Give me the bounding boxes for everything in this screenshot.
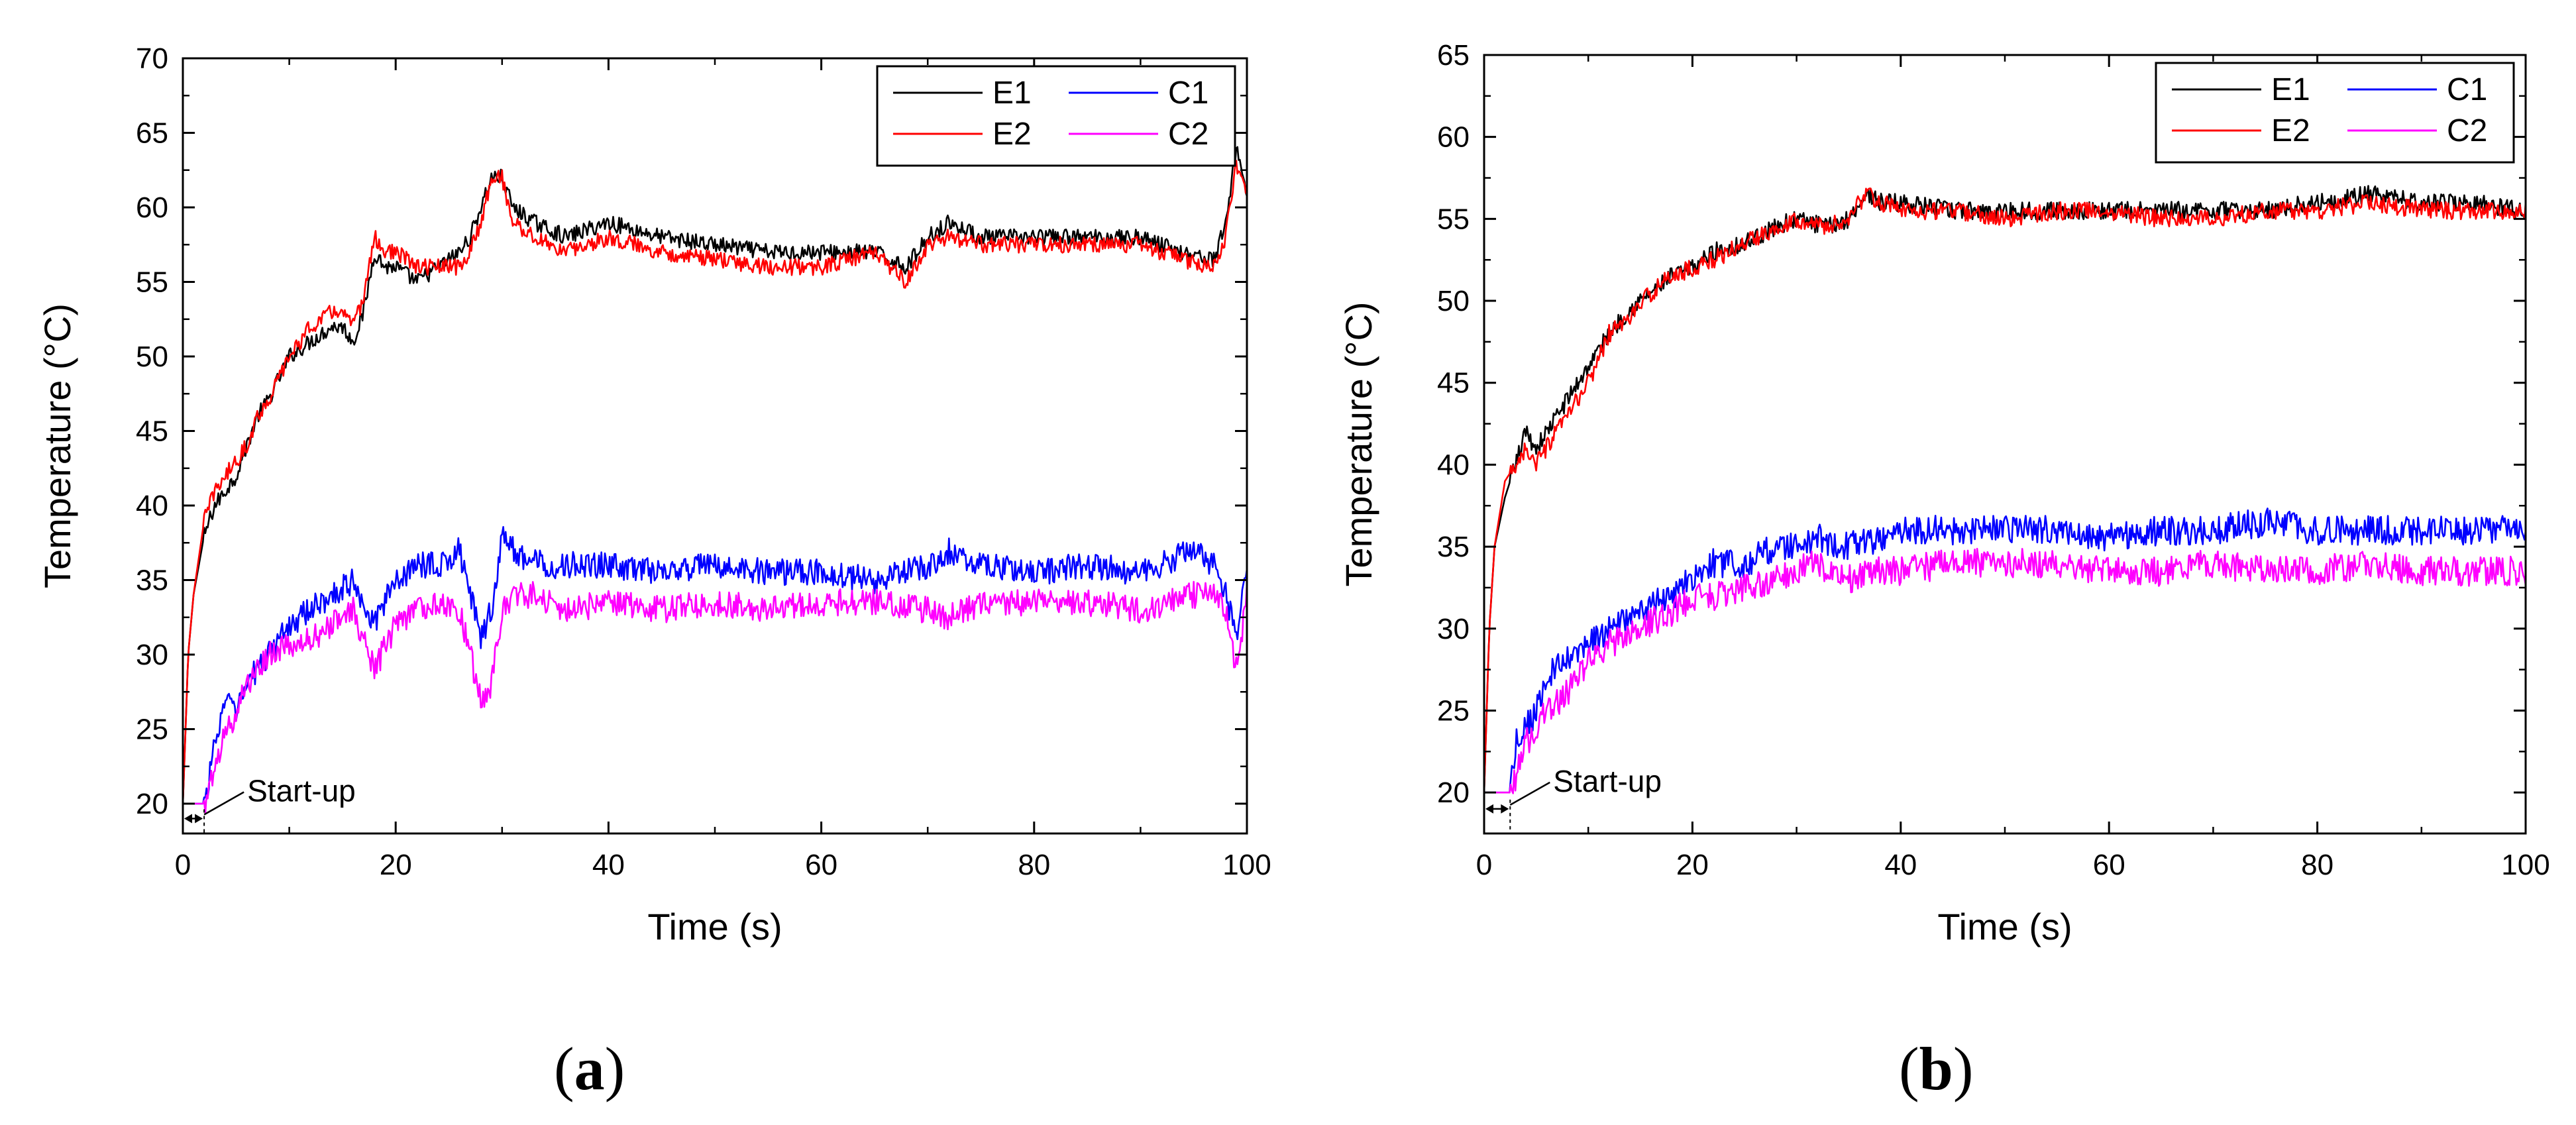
x-tick-label: 20	[1676, 849, 1709, 881]
startup-leader	[203, 791, 244, 816]
x-tick-label: 0	[175, 849, 191, 881]
y-tick-label: 50	[1437, 285, 1470, 317]
legend-label-c2: C2	[2447, 113, 2487, 148]
x-tick-label: 80	[1018, 849, 1050, 881]
y-tick-label: 35	[136, 564, 168, 597]
series-line-c2	[183, 580, 1248, 815]
legend-label-e2: E2	[2271, 113, 2310, 148]
y-tick-label: 35	[1437, 531, 1470, 563]
series-line-e2	[182, 160, 1248, 804]
startup-arrow-left	[1485, 804, 1493, 814]
startup-arrow-right	[1501, 804, 1509, 814]
x-tick-label: 40	[592, 849, 625, 881]
x-tick-label: 20	[380, 849, 412, 881]
y-tick-label: 20	[1437, 777, 1470, 809]
series-line-e2	[1483, 188, 2527, 793]
y-tick-label: 60	[136, 191, 168, 224]
y-tick-label: 55	[1437, 203, 1470, 235]
x-axis-title: Time (s)	[1937, 906, 2072, 947]
plot-frame	[1483, 54, 2527, 835]
y-tick-label: 65	[1437, 39, 1470, 72]
series-line-c1	[183, 526, 1248, 805]
startup-leader	[1509, 781, 1550, 806]
plot-frame	[182, 57, 1248, 835]
panel-label-b: (b)	[1899, 1035, 1974, 1102]
legend-label-c2: C2	[1168, 117, 1208, 152]
y-tick-label: 45	[1437, 367, 1470, 400]
legend-label-c1: C1	[2447, 72, 2487, 107]
panel-label-a: (a)	[554, 1035, 625, 1102]
legend-label-c1: C1	[1168, 76, 1208, 111]
y-tick-label: 25	[1437, 694, 1470, 727]
y-tick-label: 45	[136, 415, 168, 448]
series-line-e1	[1483, 185, 2527, 793]
y-tick-label: 30	[136, 639, 168, 671]
startup-label: Start-up	[247, 774, 356, 808]
x-tick-label: 60	[805, 849, 837, 881]
series-line-e1	[182, 146, 1248, 804]
y-axis-title: Temperature (°C)	[36, 303, 78, 588]
y-tick-label: 40	[1437, 449, 1470, 481]
legend-label-e1: E1	[2271, 72, 2310, 107]
y-tick-label: 25	[136, 714, 168, 746]
x-tick-label: 60	[2093, 849, 2125, 881]
y-tick-label: 60	[1437, 121, 1470, 154]
chart-b: 0 20 40 60 80 100 20 25 30 35 40 45 50 55 60 65 Time (s)…	[1338, 39, 2550, 947]
startup-label: Start-up	[1553, 764, 1662, 798]
y-axis-title: Temperature (°C)	[1338, 301, 1379, 586]
legend-label-e2: E2	[993, 117, 1032, 152]
y-tick-label: 40	[136, 490, 168, 522]
x-axis-title: Time (s)	[647, 906, 782, 947]
x-tick-label: 100	[1222, 849, 1271, 881]
series-line-c1	[1484, 508, 2527, 794]
y-tick-label: 70	[136, 42, 168, 75]
startup-arrow-left	[184, 814, 192, 824]
legend-box	[2155, 62, 2515, 164]
y-tick-label: 30	[1437, 613, 1470, 645]
series-line-c2	[1484, 547, 2527, 794]
startup-arrow-right	[195, 814, 203, 824]
legend-label-e1: E1	[993, 76, 1032, 111]
legend-box	[876, 65, 1236, 167]
y-tick-label: 20	[136, 788, 168, 820]
x-tick-label: 40	[1884, 849, 1917, 881]
x-tick-label: 100	[2501, 849, 2549, 881]
y-tick-label: 55	[136, 266, 168, 299]
x-tick-label: 80	[2301, 849, 2334, 881]
y-tick-label: 50	[136, 341, 168, 373]
x-tick-label: 0	[1476, 849, 1492, 881]
y-tick-label: 65	[136, 117, 168, 150]
